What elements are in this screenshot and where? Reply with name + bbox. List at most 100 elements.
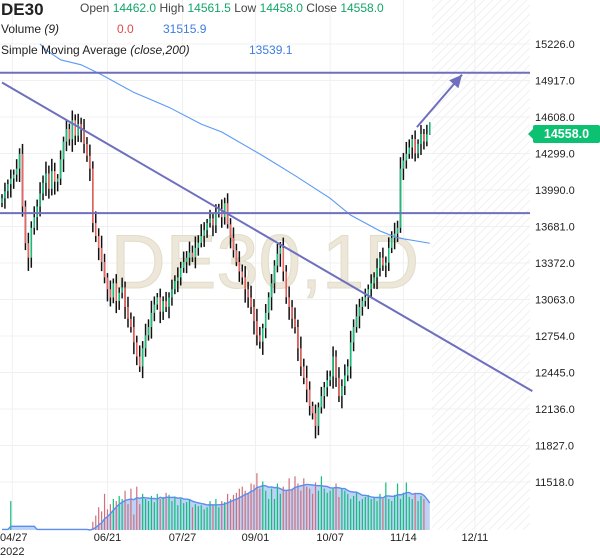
ohlc-bar-body — [373, 277, 375, 284]
ohlc-bar-body — [253, 306, 255, 322]
low-value: 14458.0 — [259, 1, 303, 15]
ohlc-bar-body — [168, 297, 170, 307]
ohlc-bar-body — [212, 218, 214, 226]
open-label: Open — [80, 1, 110, 15]
price-tick-label: 14299.0 — [535, 149, 575, 161]
sma-legend[interactable]: Simple Moving Average (close,200) — [1, 43, 190, 57]
time-axis[interactable]: 04/27 2022 06/21 07/27 09/01 10/07 11/14 12/11 — [0, 532, 488, 558]
ohlc-bar-body — [21, 153, 24, 207]
ohlc-bar-body — [352, 327, 355, 343]
ohlc-bar-body — [344, 375, 346, 387]
price-axis[interactable]: 15226.0 14917.0 14608.0 14299.0 13990.0 13681… — [535, 39, 575, 489]
symbol-title: DE30 — [1, 0, 44, 19]
ohlc-bar-body — [326, 380, 328, 388]
ohlc-bar-body — [103, 262, 106, 278]
ohlc-bar-body — [30, 227, 33, 258]
ohlc-bar-body — [179, 267, 182, 278]
ohlc-bar-body — [285, 271, 287, 298]
price-tick-label: 12445.0 — [535, 368, 575, 380]
ohlc-bar-body — [300, 348, 302, 367]
ohlc-bar-body — [385, 262, 387, 266]
trend-line — [1, 81, 533, 393]
ohlc-bar-body — [141, 348, 144, 367]
price-tick-label: 13372.0 — [535, 258, 575, 270]
ohlc-bar-body — [414, 138, 416, 154]
price-tick-label: 12754.0 — [535, 331, 575, 343]
price-tick-label: 13990.0 — [535, 185, 575, 197]
ohlc-bar-body — [147, 327, 150, 336]
ohlc-bar-body — [235, 250, 238, 263]
ohlc-bar-body — [294, 318, 296, 328]
ohlc-bar-body — [130, 318, 132, 328]
ohlc-bar-body — [112, 283, 115, 298]
ohlc-bar-body — [27, 243, 30, 258]
ohlc-bar-body — [191, 252, 194, 258]
ohlc-bar-body — [71, 120, 74, 140]
volume-legend[interactable]: Volume (9) — [1, 22, 59, 36]
ohlc-bar-body — [408, 147, 411, 154]
ohlc-bar-body — [18, 153, 21, 169]
watermark: DE30,1D — [111, 220, 419, 305]
drawings[interactable] — [0, 71, 533, 393]
price-tick-label: 11518.0 — [535, 477, 574, 489]
volume-param: (9) — [44, 22, 60, 36]
ohlc-bar-body — [358, 306, 361, 317]
low-label: Low — [234, 1, 257, 15]
ohlc-bar-body — [218, 208, 220, 214]
ohlc-bar-body — [349, 342, 352, 367]
ohlc-bar-body — [311, 406, 314, 414]
ohlc-bar-body — [127, 306, 129, 319]
ohlc-bar-body — [118, 292, 120, 302]
volume-value: 0.0 — [117, 22, 134, 36]
ohlc-bar-body — [250, 297, 252, 307]
ohlc-bar-body — [426, 134, 428, 142]
ohlc-bar-body — [320, 396, 323, 408]
ohlc-bar-body — [115, 283, 118, 302]
ohlc-bar-body — [247, 289, 249, 298]
ohlc-bar-body — [200, 236, 202, 243]
ohlc-bar-body — [162, 301, 164, 312]
ohlc-bar-body — [133, 327, 135, 343]
ohlc-bars — [1, 110, 431, 439]
ohlc-bar-body — [182, 262, 185, 268]
ohlc-bar-body — [1, 198, 3, 203]
ohlc-bar-body — [65, 129, 68, 142]
ohlc-bar-body — [177, 277, 179, 281]
ohlc-bar-body — [282, 247, 285, 272]
ohlc-bar-body — [420, 134, 422, 144]
ohlc-bar-body — [62, 141, 65, 160]
ohlc-bar-body — [206, 223, 208, 231]
sma-label: Simple Moving Average — [1, 43, 127, 57]
ohlc-bar-body — [405, 153, 408, 161]
time-tick-label: 12/11 — [462, 532, 489, 544]
grid — [0, 0, 530, 530]
ohlc-bar-body — [314, 413, 317, 426]
ohlc-bar-body — [423, 134, 425, 142]
price-tick-label: 11827.0 — [535, 441, 574, 453]
volume-label: Volume — [1, 22, 42, 36]
ohlc-bar-body — [305, 377, 308, 390]
ohlc-bar-body — [291, 306, 293, 319]
ohlc-bar-body — [100, 247, 103, 263]
ohlc-bar-body — [89, 155, 91, 169]
open-value: 14462.0 — [112, 1, 157, 15]
ohlc-bar-body — [174, 280, 176, 290]
sma-value: 13539.1 — [249, 43, 293, 57]
ohlc-bar-body — [396, 227, 399, 234]
ohlc-bar-body — [171, 289, 173, 298]
ohlc-bar-body — [77, 124, 79, 136]
ohlc-bar-body — [124, 287, 126, 307]
ohlc-bar-body — [303, 366, 305, 378]
ohlc-bar-body — [335, 356, 337, 378]
ohlc-bar-body — [33, 217, 35, 228]
ohlc-bar-body — [241, 271, 244, 278]
ohlc-bar-body — [36, 206, 38, 218]
ohlc-bar-body — [56, 178, 59, 182]
ohlc-bar-body — [97, 236, 100, 248]
volume-ma-line — [2, 483, 431, 531]
ohlc-bar-body — [417, 143, 419, 154]
ohlc-bar-body — [411, 138, 413, 148]
volume-ma-value: 31515.9 — [163, 22, 207, 36]
ohlc-bar-body — [329, 376, 331, 381]
